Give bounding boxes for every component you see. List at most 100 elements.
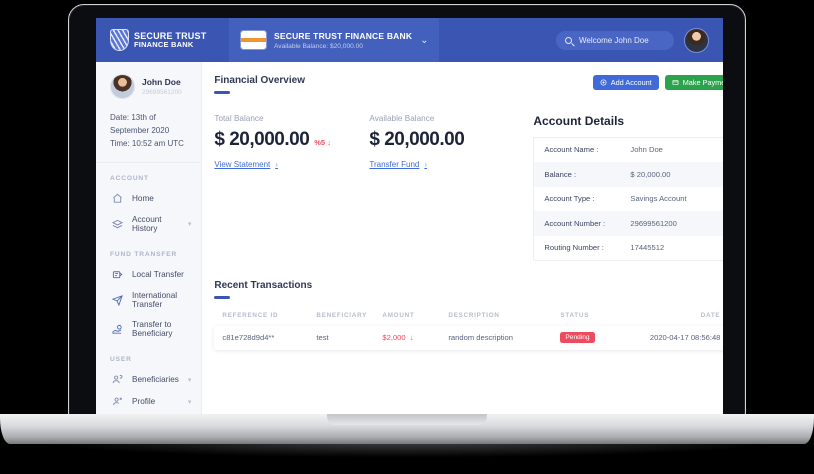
sidebar-item-label: Account History [132, 215, 162, 234]
sidebar-item-account-history[interactable]: Account History ▾ [96, 210, 201, 239]
user-icon [113, 397, 122, 406]
account-details-title: Account Details [533, 113, 625, 128]
sidebar-profile-name: John Doe [142, 77, 181, 88]
laptop-shadow [40, 441, 774, 457]
account-details-panel: Account Details Account Name : John Doe … [533, 113, 723, 261]
sidebar-profile-account-number: 29699561200 [142, 88, 182, 96]
page-body: John Doe 29699561200 Date: 13th of Septe… [96, 62, 723, 414]
table-row: Balance : $ 20,000.00 [534, 162, 723, 187]
hand-coin-icon [112, 324, 122, 334]
avatar[interactable] [684, 27, 709, 53]
sidebar-datetime: Date: 13th of September 2020 Time: 10:52… [96, 99, 202, 163]
available-balance-card: Available Balance $ 20,000.00 Transfer F… [369, 114, 524, 262]
sidebar-profile[interactable]: John Doe 29699561200 [96, 74, 201, 99]
transactions-table: REFERENCE ID BENEFICIARY AMOUNT DESCRIPT… [214, 312, 723, 350]
detail-value: Savings Account [630, 194, 687, 204]
account-switcher-text: SECURE TRUST FINANCE BANK Available Bala… [274, 31, 412, 50]
sidebar-item-international-transfer[interactable]: International Transfer [96, 286, 201, 315]
column-header-description: DESCRIPTION [448, 311, 500, 319]
amount-value: $2,000 [382, 333, 406, 342]
search-input[interactable]: Welcome John Doe [556, 30, 674, 50]
cell-date: 2020-04-17 08:56:48 [649, 333, 721, 342]
financial-overview-header: Financial Overview Add Account Make Paym… [214, 75, 723, 94]
amount-value-group: $2,000 ↓ [382, 333, 448, 342]
account-switcher-name: SECURE TRUST FINANCE BANK [274, 30, 413, 41]
recent-transactions-title: Recent Transactions [214, 280, 313, 291]
brand-line-1: SECURE TRUST [134, 30, 207, 41]
search-text: Welcome John Doe [579, 35, 649, 45]
main-content: Financial Overview Add Account Make Paym… [202, 62, 723, 414]
sidebar-item-label: International Transfer [132, 291, 178, 310]
chevron-down-icon[interactable]: ▾ [187, 221, 192, 229]
plus-circle-icon [600, 79, 607, 86]
sidebar-item-local-transfer[interactable]: Local Transfer [96, 264, 201, 286]
column-header-date: DATE [700, 311, 721, 319]
add-account-button[interactable]: Add Account [592, 75, 659, 90]
layers-icon [112, 219, 123, 228]
brand-line-2: FINANCE BANK [134, 39, 194, 49]
transfer-fund-link[interactable]: Transfer Fund › [369, 160, 524, 169]
detail-key: Balance : [544, 169, 577, 179]
detail-key: Account Type : [544, 194, 595, 204]
detail-value: John Doe [630, 145, 663, 155]
recent-transactions-section: Recent Transactions REFERENCE ID BENEFIC… [214, 280, 723, 350]
table-row[interactable]: c81e728d9d4** test $2,000 ↓ random descr… [214, 325, 723, 350]
sidebar-item-label: Local Transfer [132, 270, 184, 280]
cell-description: random description [448, 333, 513, 342]
sidebar-section-title-account: ACCOUNT [110, 174, 149, 182]
chevron-right-icon: › [275, 159, 278, 169]
table-row: Account Number : 29699561200 [534, 211, 723, 236]
title-underline [214, 91, 231, 94]
column-header-status: STATUS [560, 311, 590, 319]
cell-beneficiary: test [316, 333, 329, 342]
header-actions: Add Account Make Payment [592, 75, 723, 90]
sidebar-item-profile[interactable]: Profile ▾ [96, 391, 201, 413]
cell-amount: $2,000 ↓ [382, 333, 448, 342]
view-statement-link[interactable]: View Statement › [214, 160, 369, 169]
title-underline [214, 296, 231, 299]
column-header-amount: AMOUNT [382, 311, 415, 319]
sidebar-item-home[interactable]: Home [96, 188, 201, 210]
detail-value: $ 20,000.00 [630, 169, 671, 179]
sidebar-item-beneficiaries[interactable]: Beneficiaries ▾ [96, 369, 201, 391]
account-switcher[interactable]: SECURE TRUST FINANCE BANK Available Bala… [229, 18, 439, 62]
top-bar-right: Welcome John Doe [556, 27, 723, 53]
account-switcher-balance: Available Balance: $20,000.00 [274, 42, 363, 50]
view-statement-label: View Statement [214, 159, 271, 169]
sidebar-item-transfer-to-beneficiary[interactable]: Transfer to Beneficiary [96, 315, 201, 344]
sidebar-item-label: Home [132, 194, 154, 204]
chevron-right-icon: › [424, 159, 428, 169]
add-account-label: Add Account [610, 78, 652, 87]
sidebar-date: Date: 13th of September 2020 [110, 113, 170, 136]
sidebar-section-title-authentication: AUTHENTICATION [96, 413, 201, 414]
sidebar: John Doe 29699561200 Date: 13th of Septe… [96, 62, 203, 414]
chevron-down-icon[interactable]: ⌄ [420, 34, 429, 46]
make-payment-label: Make Payment [682, 78, 723, 87]
total-balance-change: %5 ↓ [314, 137, 331, 147]
chevron-down-icon[interactable]: ▾ [187, 398, 192, 406]
arrow-down-icon: ↓ [409, 333, 414, 342]
payment-icon [672, 80, 679, 85]
sidebar-time: Time: 10:52 am UTC [110, 139, 184, 149]
detail-key: Account Name : [544, 145, 599, 155]
brand-logo[interactable]: SECURE TRUST FINANCE BANK [96, 29, 229, 51]
page-title: Financial Overview [214, 75, 305, 86]
total-balance-amount: $ 20,000.00 [214, 128, 310, 150]
detail-value: 29699561200 [630, 218, 677, 228]
shield-icon [110, 29, 129, 51]
search-icon [565, 36, 572, 44]
chevron-down-icon[interactable]: ▾ [187, 376, 192, 384]
cell-reference-id: c81e728d9d4** [222, 333, 275, 342]
overview-section: Total Balance $ 20,000.00 %5 ↓ View Stat… [214, 113, 723, 262]
page-title-group: Financial Overview [214, 75, 305, 94]
top-navigation-bar: SECURE TRUST FINANCE BANK SECURE TRUST F… [96, 18, 723, 62]
available-balance-label: Available Balance [369, 113, 435, 123]
sidebar-section-title-fund-transfer: FUND TRANSFER [110, 250, 178, 258]
sidebar-item-label: Profile [132, 397, 156, 407]
detail-value: 17445512 [630, 243, 665, 253]
make-payment-button[interactable]: Make Payment [664, 75, 723, 90]
available-balance-amount-row: $ 20,000.00 [369, 129, 524, 151]
cell-status: Pending [560, 332, 624, 343]
sidebar-item-label: Transfer to Beneficiary [132, 320, 173, 339]
